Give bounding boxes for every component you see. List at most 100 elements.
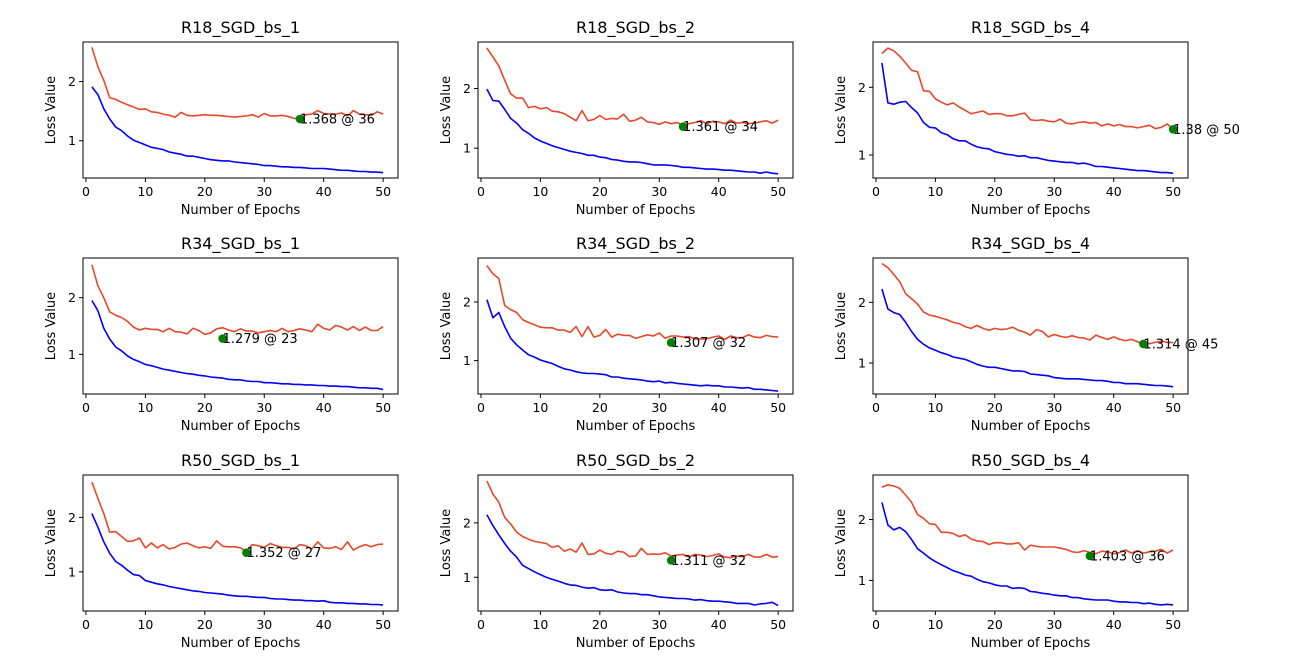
- x-axis-label: Number of Epochs: [971, 636, 1091, 651]
- y-tick-label: 1: [463, 353, 471, 368]
- plot-frame: [82, 474, 399, 612]
- best-point-annotation: 1.352 @ 27: [246, 546, 321, 561]
- y-axis-label: Loss Value: [44, 509, 59, 577]
- x-tick-label: 30: [256, 617, 272, 632]
- x-tick-label: 0: [872, 184, 880, 199]
- x-tick-label: 40: [711, 400, 727, 415]
- train-loss-line: [91, 300, 384, 391]
- subplot-title: R18_SGD_bs_2: [576, 18, 695, 38]
- best-point-annotation: 1.38 @ 50: [1173, 123, 1240, 138]
- subplot-5: 1.307 @ 32 0 10 20 30 40 50 1 2 R34_SGD_bs_2 Numbe…: [439, 234, 794, 434]
- subplot-title: R50_SGD_bs_1: [181, 451, 300, 471]
- plot-frame: [82, 257, 399, 395]
- subplot-title: R34_SGD_bs_4: [971, 234, 1090, 254]
- plot-frame: [82, 41, 399, 179]
- best-point-annotation: 1.403 @ 36: [1090, 549, 1165, 564]
- train-loss-line: [91, 86, 384, 174]
- x-tick-label: 30: [1046, 400, 1062, 415]
- subplot-2: 1.361 @ 34 0 10 20 30 40 50 1 2 R18_SGD_bs_2 Numbe…: [439, 18, 794, 218]
- subplot-7: 1.352 @ 27 0 10 20 30 40 50 1 2 R50_SGD_bs_1 Numbe…: [44, 451, 399, 651]
- best-point-annotation: 1.307 @ 32: [671, 336, 746, 351]
- x-tick-label: 50: [770, 617, 786, 632]
- train-loss-line: [91, 513, 384, 606]
- x-tick-label: 20: [197, 184, 213, 199]
- subplot-title: R34_SGD_bs_1: [181, 234, 300, 254]
- x-tick-label: 10: [927, 184, 943, 199]
- y-tick-label: 1: [68, 133, 76, 148]
- x-tick-label: 0: [872, 400, 880, 415]
- x-tick-label: 30: [1046, 617, 1062, 632]
- best-point-annotation: 1.279 @ 23: [223, 332, 298, 347]
- x-tick-label: 40: [711, 184, 727, 199]
- y-axis-label: Loss Value: [439, 292, 454, 360]
- y-tick-label: 1: [68, 564, 76, 579]
- x-tick-label: 20: [987, 184, 1003, 199]
- y-axis-label: Loss Value: [834, 76, 849, 144]
- subplot-title: R18_SGD_bs_4: [971, 18, 1090, 38]
- x-tick-label: 20: [197, 617, 213, 632]
- best-point-marker: [295, 114, 305, 124]
- y-tick-label: 1: [68, 347, 76, 362]
- y-tick-label: 2: [858, 512, 866, 527]
- y-axis-label: Loss Value: [44, 76, 59, 144]
- y-axis-label: Loss Value: [439, 509, 454, 577]
- x-axis-label: Number of Epochs: [181, 419, 301, 434]
- val-loss-line: [486, 265, 779, 341]
- x-tick-label: 40: [316, 400, 332, 415]
- x-tick-label: 10: [532, 400, 548, 415]
- x-tick-label: 50: [1165, 400, 1181, 415]
- x-tick-label: 20: [592, 400, 608, 415]
- plot-frame: [872, 257, 1189, 395]
- x-tick-label: 10: [532, 184, 548, 199]
- x-axis-label: Number of Epochs: [971, 203, 1091, 218]
- y-axis-label: Loss Value: [834, 509, 849, 577]
- subplot-4: 1.279 @ 23 0 10 20 30 40 50 1 2 R34_SGD_bs_1 Numbe…: [44, 234, 399, 434]
- subplot-8: 1.311 @ 32 0 10 20 30 40 50 1 2 R50_SGD_bs_2 Numbe…: [439, 451, 794, 651]
- train-loss-line: [486, 88, 779, 175]
- x-tick-label: 50: [1165, 184, 1181, 199]
- val-loss-line: [881, 483, 1174, 555]
- subplot-3: 1.38 @ 50 0 10 20 30 40 50 1 2 R18_SGD_bs_4 Number…: [834, 18, 1240, 218]
- best-point-marker: [1139, 339, 1148, 349]
- x-axis-label: Number of Epochs: [576, 419, 696, 434]
- train-loss-line: [881, 62, 1174, 175]
- train-loss-line: [881, 502, 1174, 606]
- train-loss-line: [881, 288, 1174, 388]
- subplot-title: R34_SGD_bs_2: [576, 234, 695, 254]
- x-tick-label: 50: [770, 400, 786, 415]
- x-tick-label: 50: [375, 184, 391, 199]
- val-loss-line: [881, 47, 1174, 130]
- x-tick-label: 20: [592, 617, 608, 632]
- y-tick-label: 1: [858, 147, 866, 162]
- y-tick-label: 2: [463, 294, 471, 309]
- x-axis-label: Number of Epochs: [181, 203, 301, 218]
- y-tick-label: 2: [68, 290, 76, 305]
- x-tick-label: 50: [1165, 617, 1181, 632]
- best-point-marker: [666, 556, 676, 565]
- y-axis-label: Loss Value: [439, 76, 454, 144]
- x-axis-label: Number of Epochs: [971, 419, 1091, 434]
- val-loss-line: [881, 262, 1174, 346]
- y-tick-label: 1: [858, 356, 866, 371]
- x-tick-label: 50: [770, 184, 786, 199]
- subplot-title: R50_SGD_bs_4: [971, 451, 1090, 471]
- val-loss-line: [91, 481, 384, 553]
- y-axis-label: Loss Value: [834, 292, 849, 360]
- best-point-marker: [666, 338, 676, 347]
- best-point-marker: [1085, 551, 1095, 561]
- val-loss-line: [91, 264, 384, 336]
- best-point-annotation: 1.361 @ 34: [683, 120, 758, 135]
- val-loss-line: [486, 47, 779, 127]
- x-tick-label: 20: [987, 400, 1003, 415]
- plot-frame: [477, 41, 794, 179]
- plot-frame: [477, 474, 794, 612]
- subplot-1: 1.368 @ 36 0 10 20 30 40 50 1 2 R18_SGD_bs_1 Numbe…: [44, 18, 399, 218]
- x-tick-label: 20: [592, 184, 608, 199]
- x-tick-label: 0: [477, 184, 485, 199]
- y-tick-label: 1: [463, 141, 471, 156]
- best-point-marker: [218, 334, 227, 343]
- x-tick-label: 30: [651, 617, 667, 632]
- y-tick-label: 2: [68, 510, 76, 525]
- plot-frame: [872, 474, 1189, 612]
